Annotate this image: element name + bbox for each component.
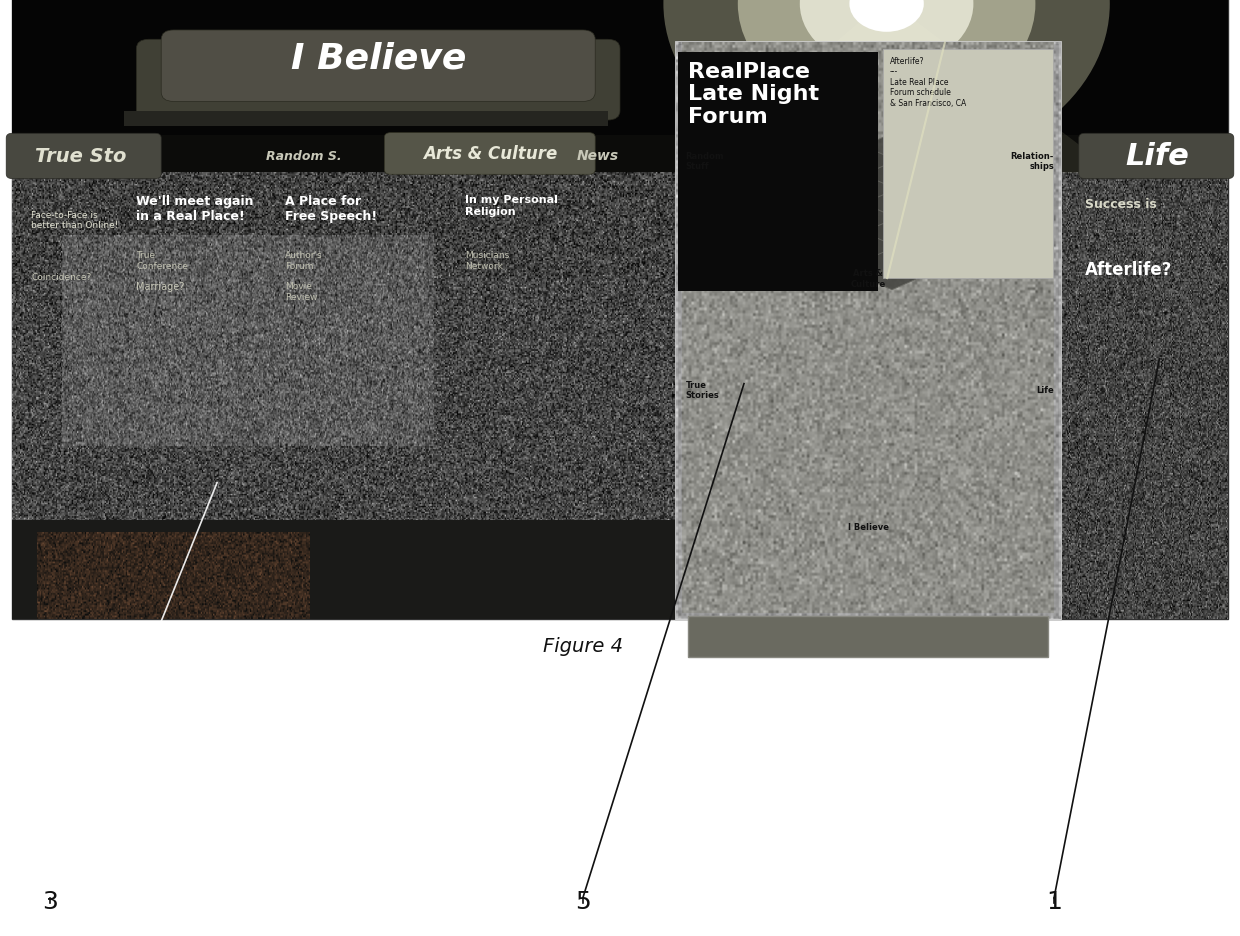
Polygon shape: [773, 221, 820, 262]
Text: 3: 3: [42, 888, 57, 913]
Text: True
Conference: True Conference: [136, 251, 188, 271]
Text: A Place for
Free Speech!: A Place for Free Speech!: [285, 196, 377, 223]
Text: I Believe: I Believe: [290, 42, 466, 76]
Polygon shape: [868, 192, 915, 233]
Text: Life: Life: [1125, 142, 1189, 171]
Polygon shape: [821, 192, 868, 233]
Bar: [678, 52, 878, 291]
Polygon shape: [749, 149, 796, 190]
Circle shape: [738, 0, 1035, 117]
Text: Afterlife?
---
Late Real Place
Forum schedule
& San Francisco, CA: Afterlife? --- Late Real Place Forum sch…: [889, 57, 966, 108]
Text: We'll meet again
in a Real Place!: We'll meet again in a Real Place!: [136, 196, 254, 223]
Text: Random S.: Random S.: [267, 150, 341, 163]
Text: True Sto: True Sto: [35, 147, 126, 167]
Bar: [676, 43, 1060, 620]
Polygon shape: [821, 134, 868, 176]
Polygon shape: [892, 149, 940, 190]
Bar: [124, 111, 608, 127]
Bar: [12, 0, 1228, 620]
Polygon shape: [868, 249, 915, 290]
Bar: [12, 520, 682, 620]
Text: News: News: [577, 149, 619, 163]
Text: 1: 1: [1047, 888, 1061, 913]
FancyBboxPatch shape: [384, 134, 595, 175]
Circle shape: [849, 0, 924, 33]
Polygon shape: [916, 192, 963, 233]
Polygon shape: [892, 206, 940, 247]
Polygon shape: [773, 163, 820, 204]
Polygon shape: [892, 235, 940, 276]
Text: In my Personal
Religion: In my Personal Religion: [465, 196, 558, 217]
FancyBboxPatch shape: [136, 40, 620, 121]
FancyBboxPatch shape: [1079, 134, 1234, 180]
Text: Random
Stuff: Random Stuff: [686, 152, 724, 170]
Polygon shape: [773, 134, 820, 176]
Polygon shape: [796, 206, 844, 247]
Text: RealPlace
Late Night
Forum: RealPlace Late Night Forum: [688, 62, 820, 126]
FancyBboxPatch shape: [6, 134, 161, 180]
Polygon shape: [796, 178, 844, 219]
Polygon shape: [796, 149, 844, 190]
Text: Musicians
Network: Musicians Network: [465, 251, 510, 271]
Polygon shape: [821, 249, 868, 290]
Text: Arts &
Culture: Arts & Culture: [851, 270, 885, 288]
Text: I Believe: I Believe: [847, 522, 889, 532]
Text: Success is: Success is: [1085, 198, 1157, 212]
Polygon shape: [916, 163, 963, 204]
Polygon shape: [940, 149, 987, 190]
Text: Face-to-Face is
better than Online!: Face-to-Face is better than Online!: [31, 211, 118, 230]
Polygon shape: [844, 149, 892, 190]
Bar: [12, 0, 1228, 137]
Polygon shape: [821, 163, 868, 204]
Text: Marriage?: Marriage?: [136, 282, 185, 292]
Text: True
Stories: True Stories: [686, 381, 719, 400]
Bar: [883, 50, 1053, 279]
Text: Author's
Forum: Author's Forum: [285, 251, 322, 271]
Polygon shape: [868, 221, 915, 262]
Bar: [682, 43, 1054, 613]
Polygon shape: [892, 178, 940, 219]
Text: Life: Life: [1037, 386, 1054, 395]
Polygon shape: [796, 235, 844, 276]
Text: Movie
Review: Movie Review: [285, 282, 317, 301]
Polygon shape: [844, 206, 892, 247]
Text: Relation-
ships: Relation- ships: [1011, 152, 1054, 170]
Polygon shape: [844, 235, 892, 276]
Polygon shape: [916, 221, 963, 262]
Text: Figure 4: Figure 4: [543, 636, 622, 655]
Circle shape: [663, 0, 1110, 173]
Polygon shape: [682, 0, 1116, 173]
Text: Afterlife?: Afterlife?: [1085, 260, 1172, 278]
Polygon shape: [940, 178, 987, 219]
Text: Coincidence?: Coincidence?: [31, 272, 92, 282]
Polygon shape: [844, 178, 892, 219]
Polygon shape: [821, 221, 868, 262]
Bar: [688, 617, 1048, 657]
Polygon shape: [749, 178, 796, 219]
Polygon shape: [940, 206, 987, 247]
FancyBboxPatch shape: [161, 31, 595, 102]
Polygon shape: [773, 192, 820, 233]
Polygon shape: [916, 134, 963, 176]
Polygon shape: [868, 134, 915, 176]
Text: 5: 5: [575, 888, 590, 913]
Circle shape: [800, 0, 973, 70]
Polygon shape: [868, 163, 915, 204]
Text: Arts & Culture: Arts & Culture: [423, 145, 557, 163]
Polygon shape: [749, 206, 796, 247]
